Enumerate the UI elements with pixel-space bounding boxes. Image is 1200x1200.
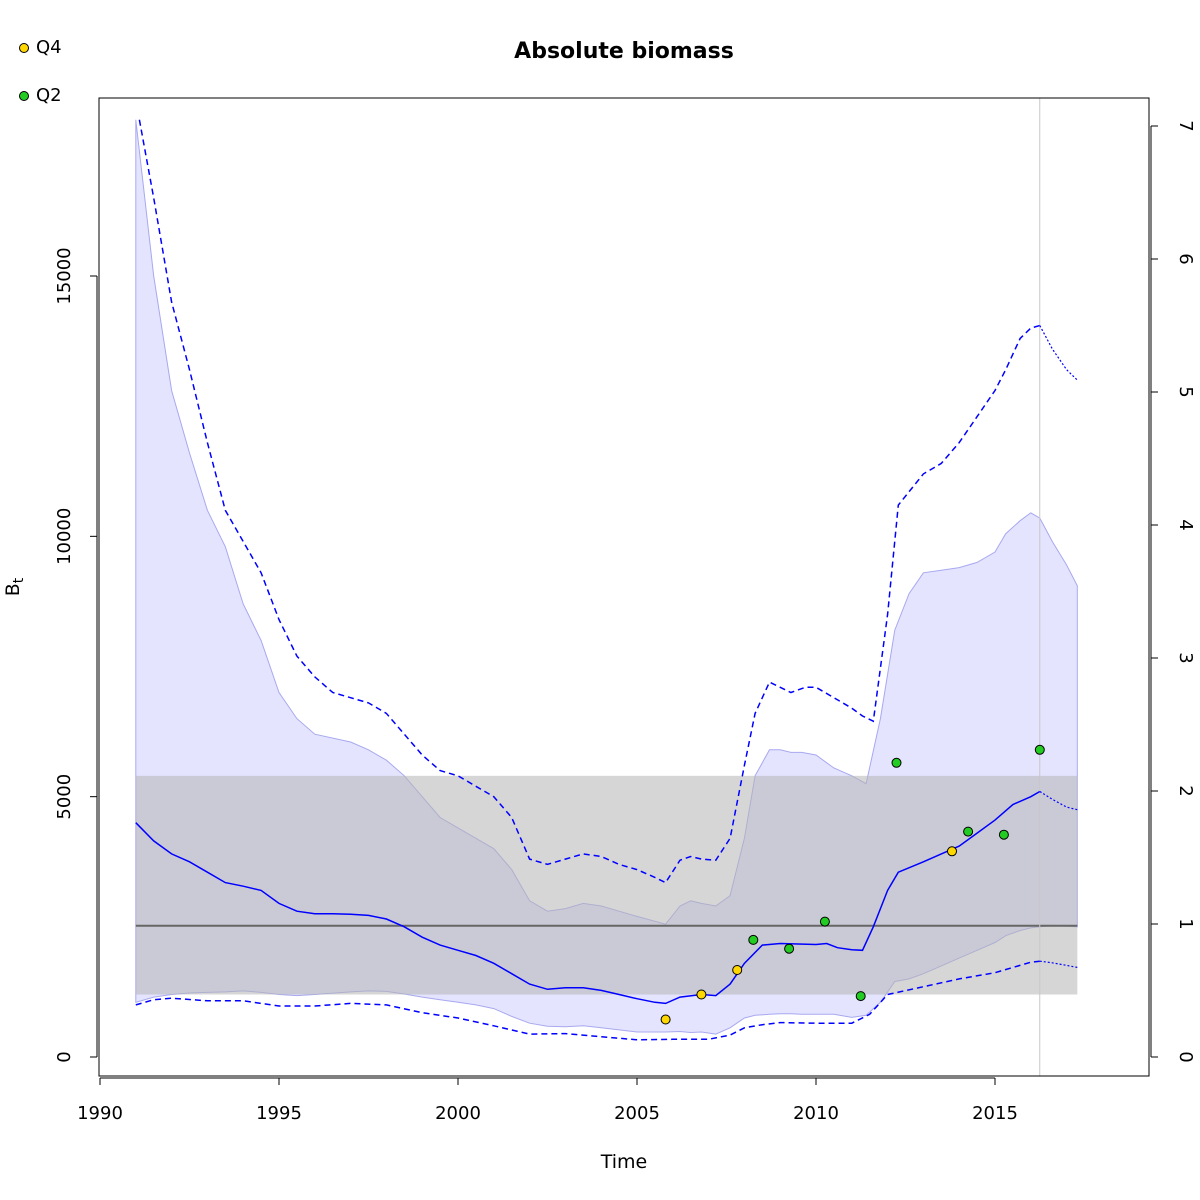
x-tick-label: 2015: [972, 1103, 1018, 1124]
y2-tick-label: 7: [1175, 120, 1196, 131]
observation-point-q4: [947, 846, 957, 857]
x-tick-label: 2000: [435, 1103, 481, 1124]
legend: Q4 Q2: [19, 37, 62, 106]
y-tick-label: 10000: [54, 508, 75, 565]
y-axis-title-sub: t: [11, 577, 27, 583]
y2-tick-label: 3: [1175, 652, 1196, 663]
y2-tick-label: 2: [1175, 785, 1196, 796]
y-tick-label: 5000: [54, 774, 75, 820]
y-axis-title: Bt: [2, 577, 27, 596]
y2-tick-label: 1: [1175, 918, 1196, 929]
y2-tick-label: 4: [1175, 519, 1196, 530]
y-axis-title-main: B: [2, 583, 24, 596]
observation-point-q2: [748, 934, 759, 945]
x-tick-label: 2010: [793, 1103, 839, 1124]
legend-marker-q2: [19, 91, 29, 101]
x-tick-label: 1995: [256, 1103, 302, 1124]
x-axis-title: Time: [600, 1151, 648, 1173]
reference-band: [135, 775, 1078, 995]
y2-tick-label: 5: [1175, 386, 1196, 397]
series-line-estimate: [135, 790, 1041, 1005]
series-line-ci-lower-dashed: [135, 960, 1040, 1041]
observation-point-q4: [660, 1014, 671, 1025]
observation-point-q2: [891, 757, 902, 768]
legend-label-q2: Q2: [36, 85, 62, 106]
x-axis: 1990 1995 2000 2005 2010 2015: [77, 1077, 1018, 1124]
y2-axis: 0 1 2 3 4 5 6 7: [1150, 120, 1196, 1063]
plot-area: [135, 98, 1078, 1076]
x-tick-label: 1990: [77, 1103, 123, 1124]
observation-point-q2: [963, 826, 974, 837]
y2-tick-label: 0: [1175, 1051, 1196, 1062]
observation-point-q2: [855, 991, 866, 1002]
y-tick-label: 0: [54, 1051, 75, 1062]
y2-tick-label: 6: [1175, 253, 1196, 264]
observation-point-q4: [732, 965, 743, 975]
series-line-ci-upper-dashed: [138, 119, 1041, 884]
x-tick-label: 2005: [614, 1103, 660, 1124]
observation-point-q2: [1034, 744, 1045, 755]
series-line-ci-lower-prediction: [1039, 960, 1078, 968]
legend-label-q4: Q4: [36, 37, 62, 58]
legend-marker-q4: [19, 43, 29, 53]
chart-title: Absolute biomass: [514, 39, 734, 64]
observation-point-q2: [819, 916, 830, 927]
observation-point-q2: [998, 829, 1009, 840]
plot-frame: [98, 97, 1150, 1077]
observation-point-q2: [784, 943, 795, 954]
series-line-ci-upper-prediction: [1039, 325, 1078, 381]
y-tick-label: 15000: [54, 247, 75, 304]
series-line-estimate-prediction: [1039, 790, 1078, 811]
y-axis: 0 5000 10000 15000: [54, 247, 98, 1063]
observation-point-q4: [696, 989, 707, 1000]
